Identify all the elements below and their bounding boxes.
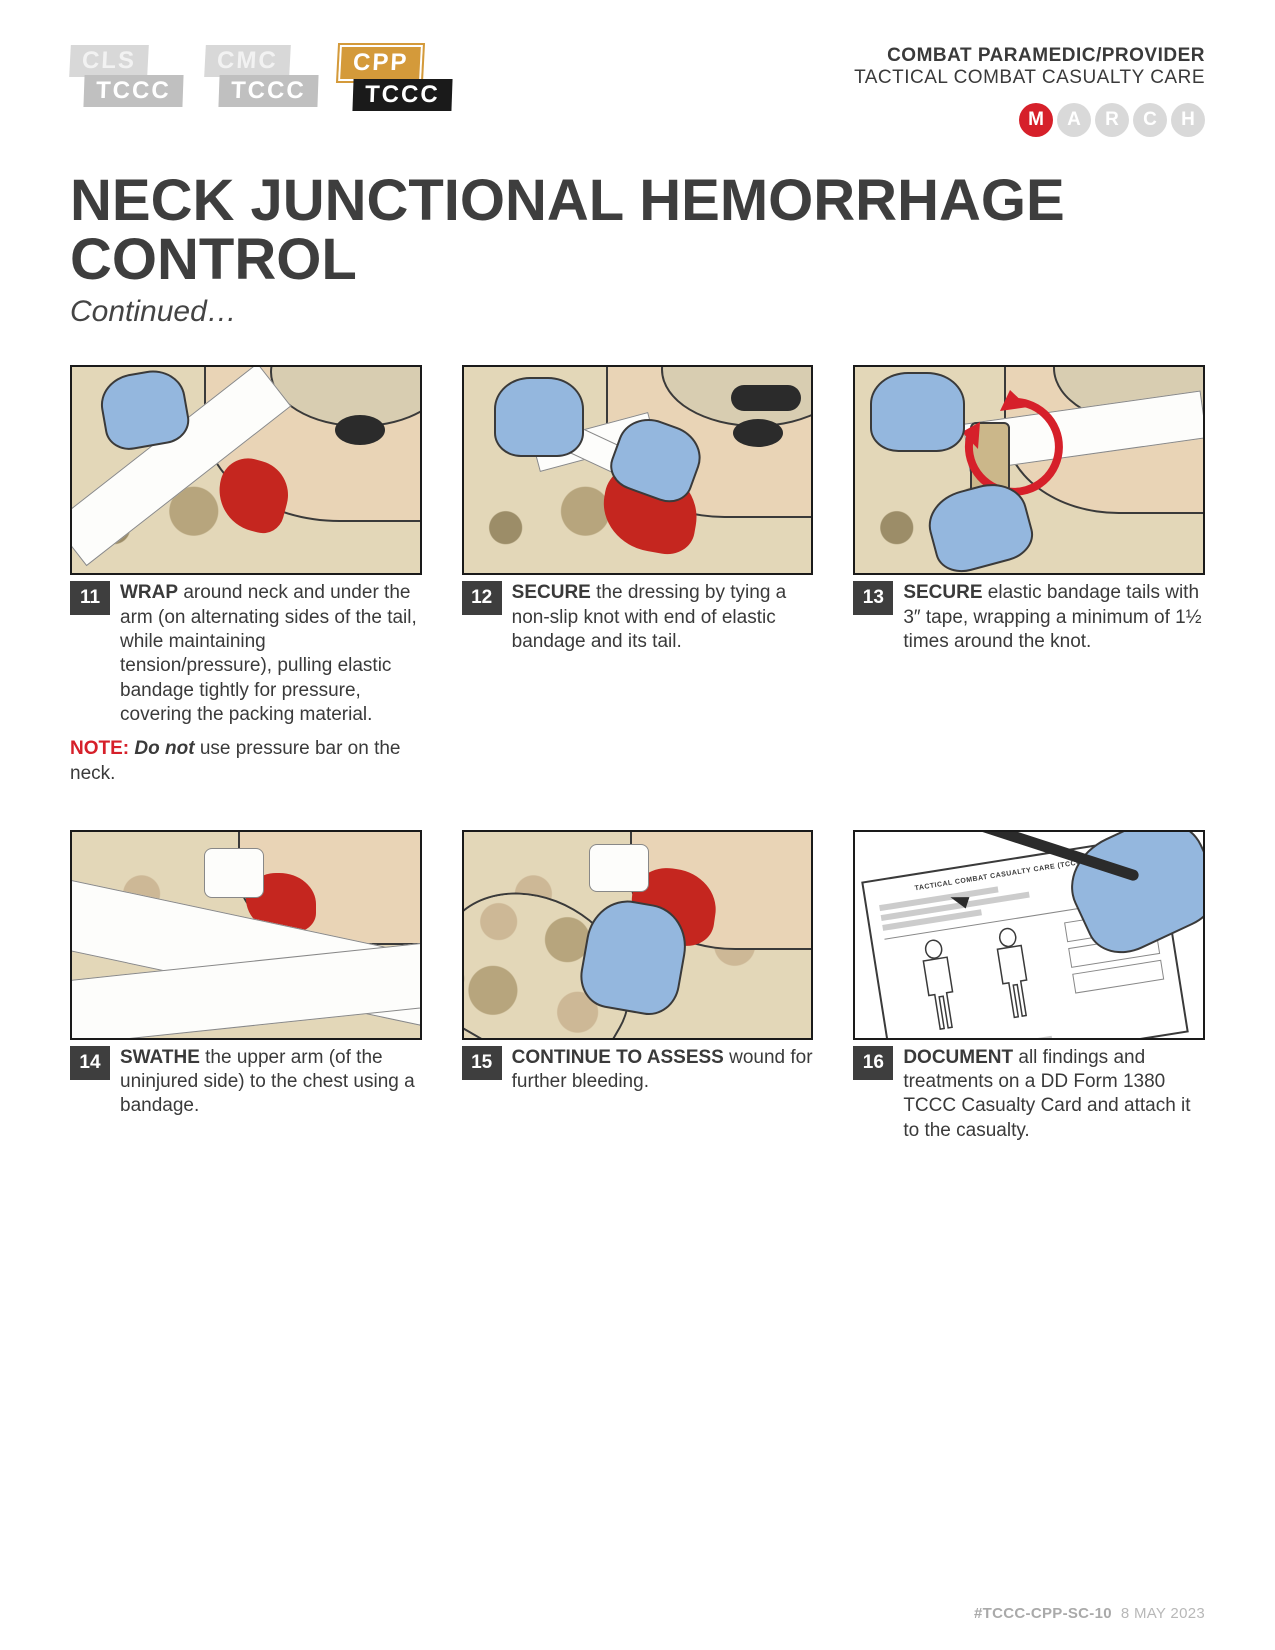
step-13-illustration (853, 365, 1205, 575)
step-number: 14 (70, 1046, 110, 1080)
step-16-illustration: TACTICAL COMBAT CASUALTY CARE (TCCC) CAR… (853, 830, 1205, 1040)
step-caption: SWATHE the upper arm (of the uninjured s… (120, 1046, 422, 1119)
note-emphasis: Do not (134, 738, 194, 759)
step-body: around neck and under the arm (on altern… (120, 582, 417, 725)
step-15: 15 CONTINUE TO ASSESS wound for further … (462, 830, 814, 1143)
step-11-illustration (70, 365, 422, 575)
badge-bot: TCCC (353, 79, 453, 111)
march-r: R (1095, 103, 1129, 137)
march-indicator: M A R C H (854, 103, 1205, 137)
header-program: TACTICAL COMBAT CASUALTY CARE (854, 67, 1205, 89)
header-role: COMBAT PARAMEDIC/PROVIDER (854, 45, 1205, 67)
page-subtitle: Continued… (70, 295, 1205, 329)
step-15-illustration (462, 830, 814, 1040)
badge-top: CMC (204, 45, 290, 77)
step-number: 13 (853, 581, 893, 615)
step-16: TACTICAL COMBAT CASUALTY CARE (TCCC) CAR… (853, 830, 1205, 1143)
step-grid: 11 WRAP around neck and under the arm (o… (70, 365, 1205, 1143)
march-c: C (1133, 103, 1167, 137)
step-number: 15 (462, 1046, 502, 1080)
step-number: 12 (462, 581, 502, 615)
badge-bot: TCCC (218, 75, 318, 107)
step-keyword: SECURE (512, 582, 591, 603)
badge-cpp-tccc: CPP TCCC (339, 45, 452, 111)
step-12: 12 SECURE the dressing by tying a non-sl… (462, 365, 814, 786)
step-keyword: WRAP (120, 582, 178, 603)
page-title: NECK JUNCTIONAL HEMORRHAGE CONTROL (70, 171, 1205, 289)
footer-doc-code: #TCCC-CPP-SC-10 (974, 1605, 1112, 1622)
step-12-illustration (462, 365, 814, 575)
badge-cmc-tccc: CMC TCCC (205, 45, 318, 111)
step-14-illustration (70, 830, 422, 1040)
step-14: 14 SWATHE the upper arm (of the uninjure… (70, 830, 422, 1143)
step-keyword: SWATHE (120, 1047, 200, 1068)
header-right: COMBAT PARAMEDIC/PROVIDER TACTICAL COMBA… (854, 45, 1205, 137)
course-badge-row: CLS TCCC CMC TCCC CPP TCCC (70, 45, 452, 111)
march-h: H (1171, 103, 1205, 137)
step-number: 16 (853, 1046, 893, 1080)
step-11: 11 WRAP around neck and under the arm (o… (70, 365, 422, 786)
title-block: NECK JUNCTIONAL HEMORRHAGE CONTROL Conti… (70, 171, 1205, 329)
page-header: CLS TCCC CMC TCCC CPP TCCC COMBAT PARAME… (70, 45, 1205, 137)
step-caption: WRAP around neck and under the arm (on a… (120, 581, 422, 727)
badge-bot: TCCC (83, 75, 183, 107)
march-a: A (1057, 103, 1091, 137)
step-13: 13 SECURE elastic bandage tails with 3″ … (853, 365, 1205, 786)
footer-date: 8 MAY 2023 (1121, 1605, 1205, 1622)
step-caption: CONTINUE TO ASSESS wound for further ble… (512, 1046, 814, 1095)
step-keyword: SECURE (903, 582, 982, 603)
note-label: NOTE: (70, 738, 129, 759)
step-keyword: DOCUMENT (903, 1047, 1013, 1068)
badge-top: CPP (338, 45, 423, 81)
step-number: 11 (70, 581, 110, 615)
step-caption: SECURE the dressing by tying a non-slip … (512, 581, 814, 654)
page-footer: #TCCC-CPP-SC-10 8 MAY 2023 (974, 1605, 1205, 1622)
step-caption: DOCUMENT all findings and treatments on … (903, 1046, 1205, 1143)
step-caption: SECURE elastic bandage tails with 3″ tap… (903, 581, 1205, 654)
march-m: M (1019, 103, 1053, 137)
badge-top: CLS (69, 45, 149, 77)
step-keyword: CONTINUE TO ASSESS (512, 1047, 724, 1068)
badge-cls-tccc: CLS TCCC (70, 45, 183, 111)
step-11-note: NOTE: Do not use pressure bar on the nec… (70, 737, 422, 786)
